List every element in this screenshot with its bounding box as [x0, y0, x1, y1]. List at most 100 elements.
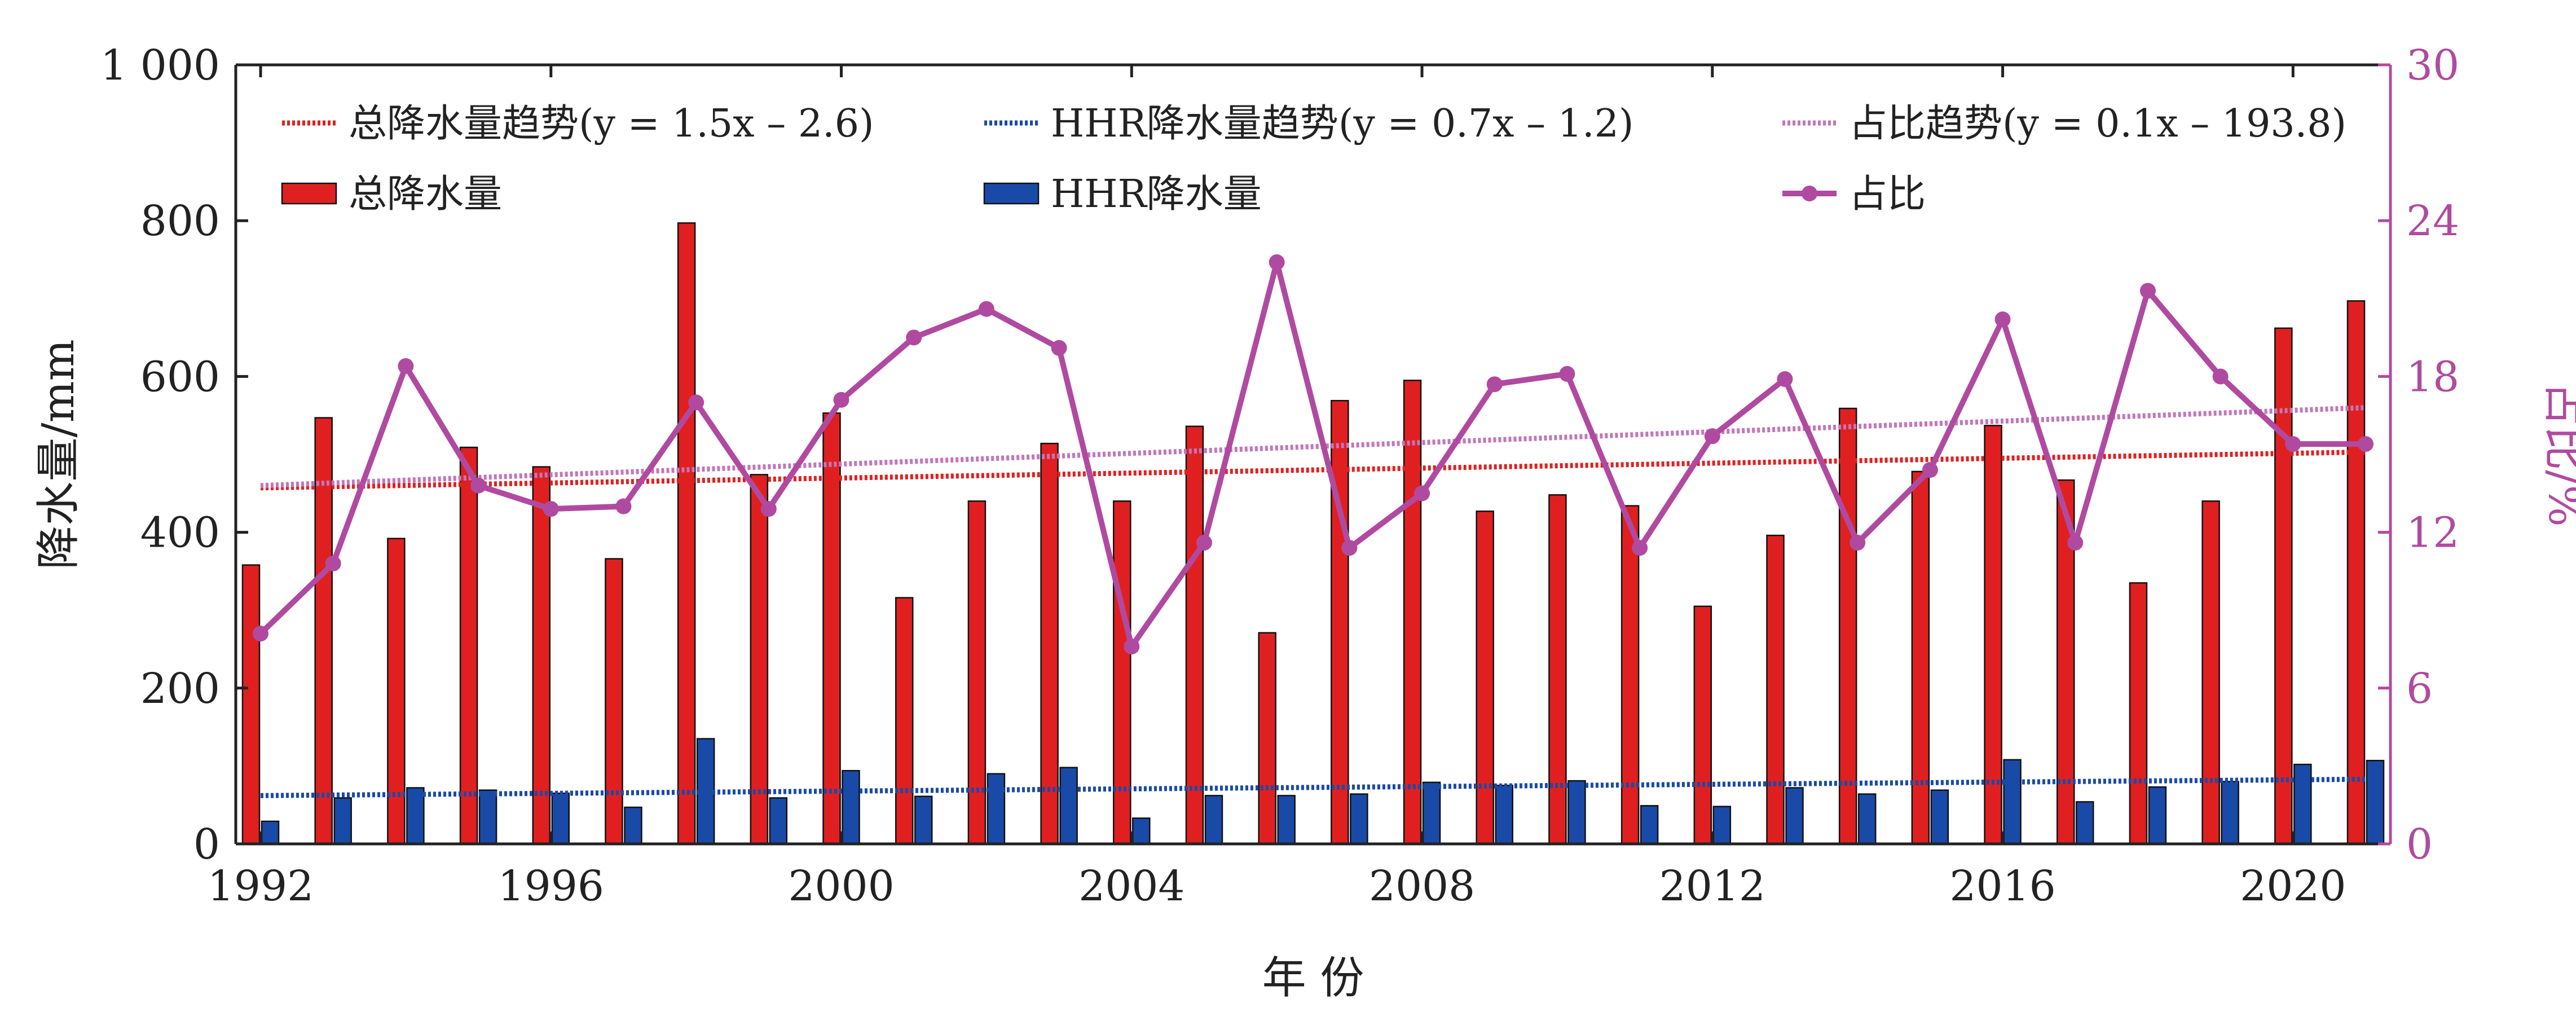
ratio-point-1994: [398, 358, 414, 374]
total-precip-bar-2006: [1258, 632, 1276, 845]
y2-tick-label: 18: [2406, 353, 2459, 401]
total-precip-bar-1997: [605, 558, 623, 845]
ratio-point-2003: [1051, 340, 1067, 356]
ratio-point-2017: [2067, 535, 2084, 551]
x-tick-label: 2012: [1659, 862, 1765, 910]
ratio-point-2015: [1922, 462, 1938, 478]
legend-swatch-dot: [1802, 186, 1817, 201]
hhr-precip-bar-1992: [261, 820, 280, 845]
total-precip-bar-1992: [241, 564, 261, 845]
legend-equation: (y = 1.5x – 2.6): [579, 102, 874, 146]
hhr-precip-bar-2013: [1785, 787, 1804, 845]
ratio-point-1993: [325, 555, 341, 571]
ratio-point-2021: [2358, 436, 2374, 452]
ratio-point-2009: [1486, 376, 1503, 393]
y-tick-label: 400: [140, 509, 220, 557]
total-precip-bar-2019: [2201, 500, 2220, 845]
x-tick-label: 2016: [1949, 862, 2055, 910]
hhr-precip-bar-2010: [1567, 780, 1586, 845]
legend-equation: (y = 0.1x – 193.8): [2002, 102, 2346, 146]
total-precip-bar-2013: [1766, 534, 1785, 845]
ratio-point-1997: [615, 498, 632, 514]
legend-name: 占比: [1849, 172, 1926, 217]
hhr-precip-bar-1993: [333, 797, 352, 845]
ratio-point-2013: [1777, 371, 1793, 388]
ratio-point-2010: [1559, 366, 1575, 382]
hhr-precip-bar-2020: [2293, 763, 2312, 845]
trend-line-total: [260, 449, 2366, 491]
legend-label-1: HHR降水量趋势(y = 0.7x – 1.2): [1051, 102, 1633, 146]
legend-label-0: 总降水量趋势(y = 1.5x – 2.6): [349, 102, 874, 146]
total-precip-bar-2011: [1621, 505, 1640, 845]
hhr-precip-bar-2003: [1059, 767, 1078, 845]
hhr-precip-bar-2007: [1350, 793, 1368, 845]
total-precip-bar-1994: [387, 538, 406, 845]
total-precip-bar-2000: [822, 412, 841, 845]
x-tick-label: 2000: [788, 862, 894, 910]
legend-swatch-bar: [281, 182, 337, 205]
hhr-precip-bar-2019: [2221, 781, 2239, 845]
legend-label-4: HHR降水量: [1051, 172, 1262, 217]
ratio-point-2001: [906, 329, 922, 346]
total-precip-bar-2020: [2274, 327, 2293, 845]
hhr-precip-bar-1995: [478, 789, 497, 845]
ratio-point-2002: [978, 301, 994, 317]
total-precip-bar-1999: [750, 474, 769, 845]
ratio-point-2012: [1704, 428, 1720, 445]
ratio-point-2019: [2212, 368, 2229, 385]
hhr-precip-bar-1997: [624, 806, 642, 845]
hhr-precip-bar-2008: [1422, 781, 1441, 845]
ratio-point-2008: [1414, 485, 1430, 501]
hhr-precip-bar-2009: [1495, 785, 1513, 845]
ratio-line: [258, 259, 2366, 650]
y2-tick-label: 0: [2406, 820, 2433, 869]
ratio-point-1992: [253, 626, 268, 642]
x-axis-title: 年 份: [1262, 953, 1364, 1004]
y2-tick-label: 30: [2406, 41, 2459, 90]
ratio-point-2000: [833, 391, 849, 408]
y-tick-label: 600: [140, 353, 220, 401]
hhr-precip-bar-2012: [1712, 806, 1732, 845]
y2-tick-label: 24: [2406, 197, 2459, 245]
ratio-point-2004: [1124, 639, 1140, 655]
ratio-point-2005: [1196, 535, 1212, 551]
ratio-point-2020: [2285, 436, 2301, 452]
total-precip-bar-1998: [677, 222, 696, 845]
plot-area: [241, 222, 2385, 845]
ratio-point-2006: [1269, 254, 1285, 270]
total-precip-bar-1996: [532, 466, 551, 845]
y-axis-title: 降水量/mm: [33, 339, 84, 569]
hhr-precip-bar-2018: [2148, 786, 2167, 845]
total-precip-bar-2014: [1838, 407, 1857, 845]
legend-name: HHR降水量: [1051, 172, 1262, 217]
total-precip-bar-2001: [895, 597, 914, 845]
total-precip-bar-2015: [1911, 470, 1930, 845]
y-tick-label: 200: [140, 665, 220, 713]
legend-name: 总降水量趋势: [349, 102, 579, 146]
x-tick-label: 2008: [1369, 862, 1475, 910]
y-tick-label: 800: [140, 197, 220, 245]
x-tick-label: 1992: [208, 862, 314, 910]
legend-label-3: 总降水量: [349, 172, 502, 217]
trend-line-ratio: [260, 405, 2366, 489]
ratio-point-2007: [1341, 540, 1358, 556]
hhr-precip-bar-2015: [1930, 789, 1949, 845]
x-tick-label: 1996: [498, 862, 604, 910]
hhr-precip-bar-2001: [914, 795, 933, 845]
trend-line-hhr: [260, 776, 2366, 798]
y-tick-label: 1 000: [100, 41, 220, 90]
hhr-precip-bar-2006: [1277, 795, 1296, 845]
ratio-point-1999: [760, 501, 777, 517]
legend-name: 总降水量: [349, 172, 502, 217]
total-precip-bar-2004: [1113, 500, 1131, 845]
y2-tick-label: 12: [2406, 509, 2459, 557]
y-tick-label: 0: [193, 820, 220, 869]
hhr-precip-bar-2014: [1857, 793, 1877, 845]
hhr-precip-bar-2016: [2003, 759, 2022, 845]
legend-name: 占比趋势: [1849, 102, 2002, 146]
hhr-precip-bar-2017: [2075, 801, 2094, 845]
total-precip-bar-2005: [1185, 425, 1204, 845]
legend-label-5: 占比: [1849, 172, 1926, 217]
total-precip-bar-2010: [1548, 494, 1567, 845]
